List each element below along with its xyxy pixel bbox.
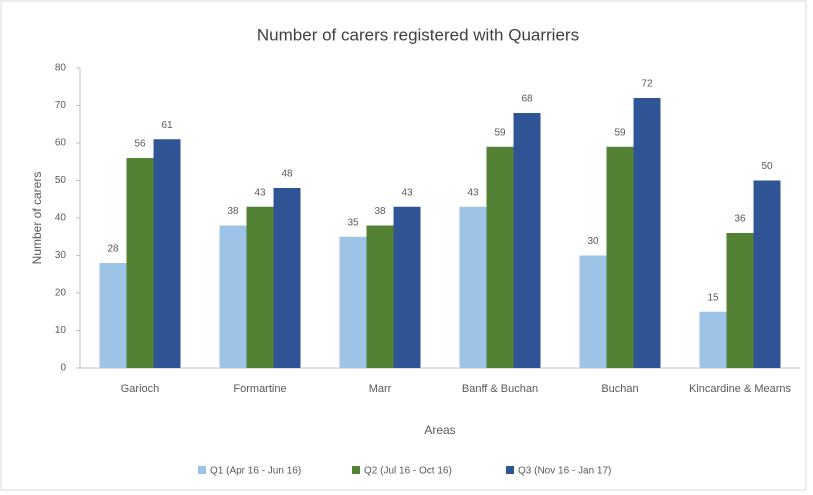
- x-tick-label: Banff & Buchan: [461, 383, 539, 395]
- x-tick-label: Formartine: [233, 383, 287, 395]
- data-label: 48: [281, 169, 293, 180]
- data-label: 15: [707, 292, 719, 303]
- data-label: 59: [614, 127, 626, 138]
- y-tick-label: 70: [55, 100, 67, 111]
- data-label: 35: [347, 217, 359, 228]
- x-tick-label: Marr: [368, 383, 392, 395]
- legend-label: Q3 (Nov 16 - Jan 17): [518, 466, 611, 477]
- y-tick-label: 80: [55, 63, 67, 74]
- data-label: 59: [494, 127, 506, 138]
- legend-swatch: [506, 466, 514, 474]
- bar: [153, 139, 181, 368]
- data-label: 72: [641, 79, 653, 90]
- bar: [579, 255, 607, 368]
- y-tick-label: 40: [55, 213, 67, 224]
- data-label: 61: [161, 120, 173, 131]
- bar: [273, 188, 301, 368]
- legend-label: Q2 (Jul 16 - Oct 16): [364, 466, 452, 477]
- bar: [513, 113, 541, 368]
- data-label: 36: [734, 214, 746, 225]
- x-tick-label: Buchan: [601, 383, 639, 395]
- legend-swatch: [198, 466, 206, 474]
- bar: [246, 206, 274, 368]
- bar: [99, 263, 127, 368]
- data-label: 43: [254, 187, 266, 198]
- y-tick-label: 0: [60, 363, 66, 374]
- data-label: 38: [227, 206, 239, 217]
- data-label: 56: [134, 139, 146, 150]
- data-label: 50: [761, 161, 773, 172]
- bar: [393, 206, 421, 368]
- bar: [459, 206, 487, 368]
- y-tick-label: 20: [55, 288, 67, 299]
- data-label: 68: [521, 94, 533, 105]
- data-label: 43: [401, 187, 413, 198]
- chart-title: Number of carers registered with Quarrie…: [257, 25, 579, 44]
- bar: [126, 158, 154, 368]
- data-label: 30: [587, 236, 599, 247]
- y-tick-label: 30: [55, 250, 67, 261]
- y-tick-label: 50: [55, 175, 67, 186]
- bar: [339, 236, 367, 368]
- bar: [366, 225, 394, 368]
- y-tick-label: 10: [55, 325, 67, 336]
- x-tick-label: Garioch: [120, 383, 160, 395]
- data-label: 38: [374, 206, 386, 217]
- y-tick-label: 60: [55, 138, 67, 149]
- bar: [699, 311, 727, 368]
- bar: [633, 98, 661, 368]
- bar: [726, 233, 754, 368]
- legend-label: Q1 (Apr 16 - Jun 16): [210, 466, 301, 477]
- legend-swatch: [352, 466, 360, 474]
- y-axis-title: Number of carers: [30, 172, 44, 265]
- x-axis-title: Areas: [424, 423, 455, 437]
- bar: [753, 180, 781, 368]
- bar: [606, 146, 634, 368]
- bar: [219, 225, 247, 368]
- x-tick-label: Kincardine & Mearns: [688, 383, 792, 395]
- data-label: 28: [107, 244, 119, 255]
- data-label: 43: [467, 187, 479, 198]
- bar: [486, 146, 514, 368]
